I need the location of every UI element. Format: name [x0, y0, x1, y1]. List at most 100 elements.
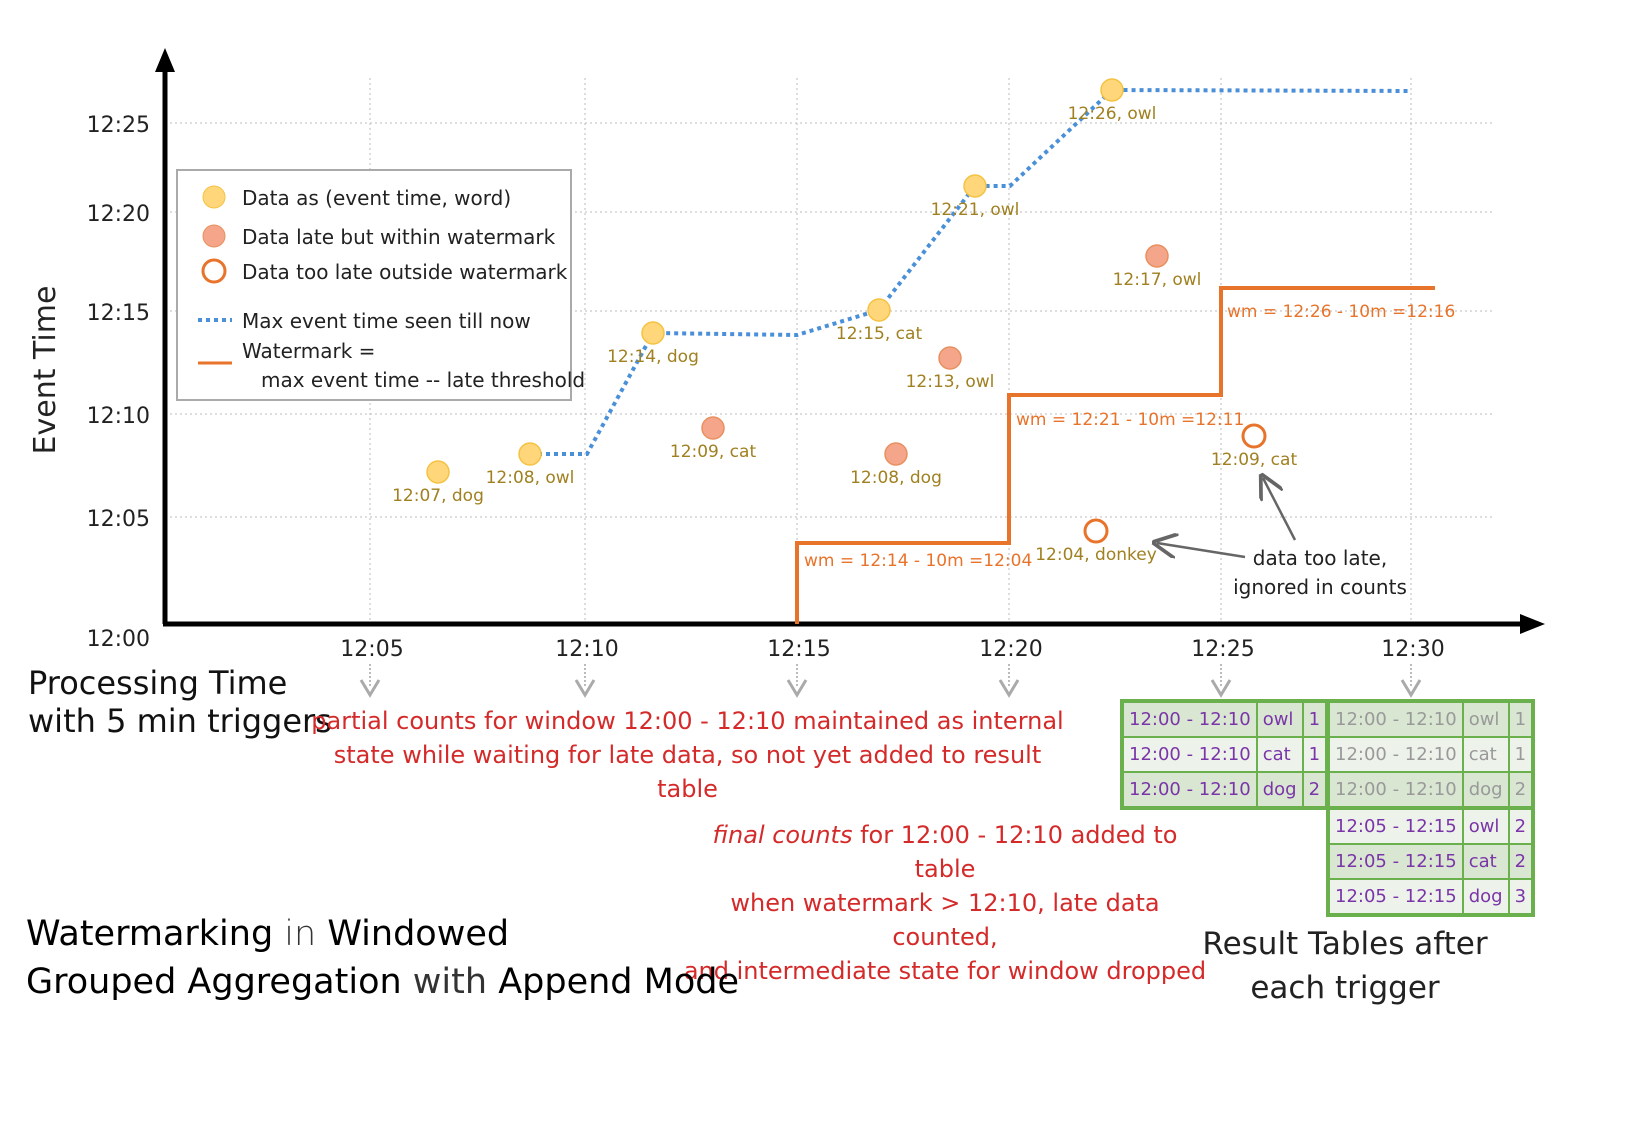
watermark-label: wm = 12:21 - 10m =12:11	[1016, 410, 1244, 430]
table-cell: 12:05 - 12:15	[1327, 878, 1464, 916]
table-cell: cat	[1461, 843, 1510, 880]
too-late-note: data too late,	[1253, 546, 1387, 570]
result-table-1230: 12:00 - 12:10 owl 1 12:00 - 12:10 cat 1 12:00 …	[1326, 699, 1536, 917]
max-event-time-line	[530, 87, 1412, 456]
diagram-title: Watermarking in Windowed Grouped Aggrega…	[26, 910, 739, 1006]
x-tick-label: 12:10	[555, 637, 618, 662]
table-cell: cat	[1461, 736, 1510, 773]
x-axis-label: Processing Time with 5 min triggers	[28, 664, 332, 740]
legend-watermark: max event time -- late threshold	[261, 368, 585, 392]
table-cell: owl	[1255, 700, 1304, 738]
data-point-label: 12:17, owl	[1113, 270, 1202, 290]
table-cell: 1	[1507, 700, 1535, 738]
table-row: 12:05 - 12:15 owl 2	[1327, 806, 1535, 845]
x-tick-label: 12:25	[1191, 637, 1254, 662]
data-point-label: 12:09, cat	[670, 442, 757, 462]
data-point-late	[938, 346, 962, 370]
y-tick-label: 12:20	[87, 202, 150, 227]
watermark-label: wm = 12:26 - 10m =12:16	[1227, 302, 1455, 322]
too-late-arrow	[1157, 543, 1246, 557]
data-point-label: 12:15, cat	[836, 324, 923, 344]
too-late-note: ignored in counts	[1233, 575, 1407, 599]
table-cell: 1	[1301, 736, 1329, 773]
x-axis-label-line: with 5 min triggers	[28, 702, 332, 740]
data-point-label: 12:07, dog	[392, 486, 484, 506]
too-late-arrow	[1263, 478, 1297, 541]
trigger-arrow-head-icon	[1210, 679, 1232, 698]
late-marker-icon	[202, 224, 226, 248]
y-tick-label: 12:25	[87, 113, 150, 138]
table-cell: 12:00 - 12:10	[1121, 771, 1258, 809]
table-cell: 1	[1301, 700, 1329, 738]
legend: Data as (event time, word) Data late but…	[176, 169, 585, 401]
table-cell: 12:05 - 12:15	[1327, 806, 1464, 845]
x-tick-label: 12:15	[767, 637, 830, 662]
table-cell: 3	[1507, 878, 1535, 916]
data-point-label: 12:21, owl	[931, 200, 1020, 220]
title-part: Grouped Aggregation	[26, 962, 402, 1002]
y-axis-arrow	[155, 48, 175, 72]
note-line: and intermediate state for window droppe…	[683, 957, 1207, 985]
title-part: with	[401, 962, 499, 1002]
note-line: partial counts for window 12:00 - 12:10 …	[311, 707, 1064, 735]
table-cell: owl	[1461, 700, 1510, 738]
table-cell: dog	[1255, 771, 1304, 809]
caption-line: each trigger	[1250, 970, 1440, 1006]
x-tick-label: 12:20	[979, 637, 1042, 662]
watermark-label: wm = 12:14 - 10m =12:04	[804, 551, 1032, 571]
note-line: for 12:00 - 12:10 added to table	[852, 821, 1178, 883]
data-point-late	[701, 416, 725, 440]
table-row: 12:05 - 12:15 cat 2	[1327, 843, 1535, 880]
table-cell: 12:05 - 12:15	[1327, 843, 1464, 880]
note-emphasis: final counts	[712, 821, 853, 849]
table-cell: owl	[1461, 806, 1510, 845]
data-point-too-late	[1083, 518, 1109, 544]
table-cell: 1	[1507, 736, 1535, 773]
table-cell: dog	[1461, 878, 1510, 916]
y-tick-label: 12:15	[87, 301, 150, 326]
data-point-on-time	[518, 442, 542, 466]
caption-line: Result Tables after	[1202, 926, 1488, 962]
table-cell: 12:00 - 12:10	[1327, 771, 1464, 809]
table-cell: 2	[1301, 771, 1329, 809]
data-point-label: 12:13, owl	[906, 372, 995, 392]
trigger-arrow-head-icon	[786, 679, 808, 698]
data-point-label: 12:04, donkey	[1035, 545, 1157, 565]
table-cell: dog	[1461, 771, 1510, 809]
note-line: when watermark > 12:10, late data counte…	[730, 889, 1160, 951]
data-point-on-time	[426, 460, 450, 484]
result-table-1225: 12:00 - 12:10 owl 1 12:00 - 12:10 cat 1 12:00 …	[1120, 699, 1330, 810]
table-row: 12:00 - 12:10 owl 1	[1121, 700, 1329, 738]
data-point-label: 12:09, cat	[1211, 450, 1298, 470]
legend-late: Data late but within watermark	[242, 225, 556, 249]
legend-watermark: Watermark =	[242, 339, 375, 363]
data-point-late	[884, 442, 908, 466]
data-point-on-time	[867, 298, 891, 322]
on-time-marker-icon	[202, 185, 226, 209]
data-point-label: 12:08, owl	[486, 468, 575, 488]
trigger-arrow-head-icon	[359, 679, 381, 698]
trigger-arrow-head-icon	[574, 679, 596, 698]
table-cell: 12:00 - 12:10	[1327, 700, 1464, 738]
x-tick-label: 12:05	[340, 637, 403, 662]
y-tick-label: 12:00	[87, 627, 150, 652]
data-point-late	[1145, 244, 1169, 268]
trigger-arrow-head-icon	[1400, 679, 1422, 698]
table-row: 12:00 - 12:10 cat 1	[1327, 736, 1535, 773]
table-row: 12:00 - 12:10 dog 2	[1327, 771, 1535, 809]
watermark-line	[795, 286, 1435, 624]
title-part: Append Mode	[498, 962, 739, 1002]
table-cell: 12:00 - 12:10	[1121, 736, 1258, 773]
table-cell: 12:00 - 12:10	[1327, 736, 1464, 773]
table-row: 12:00 - 12:10 dog 2	[1121, 771, 1329, 809]
data-point-label: 12:14, dog	[607, 347, 699, 367]
final-counts-note: final counts for 12:00 - 12:10 added to …	[680, 818, 1210, 988]
y-tick-label: 12:10	[87, 404, 150, 429]
legend-too-late: Data too late outside watermark	[242, 260, 568, 284]
too-late-marker-icon	[201, 258, 227, 284]
result-tables-caption: Result Tables after each trigger	[1190, 922, 1500, 1010]
title-part: Watermarking	[26, 914, 274, 954]
y-axis-label: Event Time	[28, 286, 63, 455]
title-part: Windowed	[327, 914, 510, 954]
